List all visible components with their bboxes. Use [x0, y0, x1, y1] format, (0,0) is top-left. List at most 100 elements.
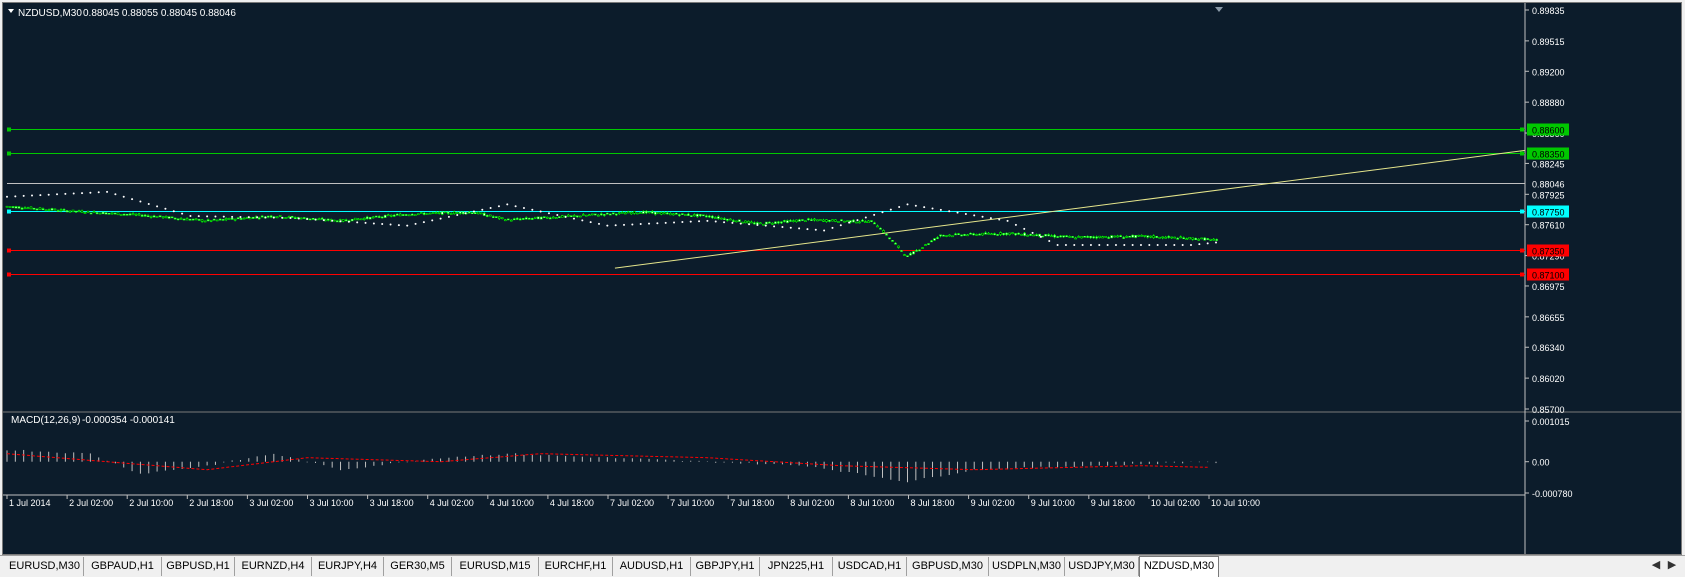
psar-dot [556, 214, 559, 217]
tab-usdjpy-m30[interactable]: USDJPY,M30 [1065, 557, 1139, 576]
tab-scroll-right-icon[interactable]: ▶ [1667, 559, 1677, 571]
candle-body [960, 234, 963, 237]
line-anchor[interactable] [7, 127, 11, 132]
tab-usdcad-h1[interactable]: USDCAD,H1 [833, 557, 907, 576]
tab-eurchf-h1[interactable]: EURCHF,H1 [539, 557, 613, 576]
line-anchor[interactable] [1520, 209, 1524, 214]
psar-dot [614, 224, 617, 227]
candle-body [1212, 238, 1215, 241]
trendline-segment[interactable] [614, 149, 1526, 269]
candle-body [1176, 238, 1179, 240]
candle-body [867, 220, 870, 223]
psar-dot [781, 226, 784, 229]
candle-body [128, 213, 132, 216]
psar-dot [47, 193, 50, 196]
tab-gbpusd-m30[interactable]: GBPUSD,M30 [907, 557, 989, 576]
candle-body [624, 212, 627, 215]
line-anchor[interactable] [1520, 248, 1524, 253]
price-axis-label: 0.86975 [1532, 282, 1565, 292]
price-line-label: 0.88350 [1532, 150, 1565, 160]
candle-body [777, 221, 780, 224]
candles [5, 205, 1218, 257]
macd-indicator [6, 449, 1217, 483]
candle-body [1077, 236, 1080, 238]
tab-scroll-left-icon[interactable]: ◀ [1651, 559, 1661, 571]
candle-body [173, 217, 177, 220]
tab-eurjpy-h4[interactable]: EURJPY,H4 [312, 557, 384, 576]
line-anchor[interactable] [7, 209, 11, 214]
price-line-label: 0.88600 [1532, 126, 1565, 136]
macd-label: MACD(12,26,9) [11, 415, 80, 426]
tab-ger30-m5[interactable]: GER30,M5 [384, 557, 452, 576]
tab-usdpln-m30[interactable]: USDPLN,M30 [989, 557, 1065, 576]
candle-body [648, 211, 651, 214]
line-anchor[interactable] [7, 272, 11, 277]
candle-body [858, 221, 861, 224]
psar-dot [89, 191, 92, 194]
candle-body [149, 215, 153, 218]
tab-gbpjpy-h1[interactable]: GBPJPY,H1 [691, 557, 760, 576]
candle-body [212, 218, 216, 221]
candle-body [131, 213, 135, 216]
line-anchor[interactable] [1520, 272, 1524, 277]
tab-gbpusd-h1[interactable]: GBPUSD,H1 [162, 557, 235, 576]
psar-dot [139, 200, 142, 203]
line-anchor[interactable] [7, 248, 11, 253]
psar-dot [731, 221, 734, 224]
tab-gbpaud-h1[interactable]: GBPAUD,H1 [84, 557, 162, 576]
psar-dot [1106, 243, 1109, 246]
time-axis-label: 7 Jul 18:00 [730, 498, 774, 508]
trendline[interactable] [614, 149, 1526, 269]
candle-body [567, 214, 570, 217]
candle-body [89, 212, 93, 215]
candle-body [5, 205, 9, 208]
candle-body [1053, 235, 1056, 238]
candle-body [762, 223, 765, 226]
candle-body [600, 213, 603, 216]
tab-eurusd-m30[interactable]: EURUSD,M30 [6, 557, 84, 576]
tab-eurusd-m15[interactable]: EURUSD,M15 [452, 557, 539, 576]
line-anchor[interactable] [1520, 127, 1524, 132]
tab-audusd-h1[interactable]: AUDUSD,H1 [613, 557, 691, 576]
psar-dot [272, 216, 275, 219]
candle-body [110, 212, 114, 215]
candle-body [455, 212, 459, 214]
collapse-triangle-icon[interactable] [8, 9, 14, 13]
candle-body [1113, 235, 1116, 238]
candle-body [597, 214, 600, 217]
horizontal-lines[interactable]: 0.88600 0.88350 0.88046 0.87750 0.87350 0.871… [7, 123, 1569, 281]
line-anchor[interactable] [1520, 151, 1524, 156]
candle-body [1152, 235, 1155, 238]
psar-dot [689, 220, 692, 223]
psar-dot [364, 221, 367, 224]
psar-dot [839, 224, 842, 227]
psar-dot [239, 215, 242, 218]
psar-dot [231, 215, 234, 218]
candle-body [672, 213, 675, 216]
line-anchor[interactable] [7, 151, 11, 156]
candle-body [350, 218, 354, 222]
price-chart[interactable]: NZDUSD,M30 0.88045 0.88055 0.88045 0.880… [3, 3, 1681, 554]
candle-body [479, 212, 483, 215]
tab-jpn225-h1[interactable]: JPN225,H1 [760, 557, 833, 576]
candle-body [657, 212, 660, 215]
candle-body [185, 218, 189, 221]
candle-body [1125, 236, 1128, 238]
time-axis-label: 3 Jul 02:00 [249, 498, 293, 508]
candle-body [527, 218, 531, 220]
candle-body [17, 206, 21, 209]
tab-nzdusd-m30[interactable]: NZDUSD,M30 [1139, 556, 1219, 577]
candle-body [461, 211, 465, 214]
candle-body [1209, 238, 1212, 241]
price-line-label-bg [1527, 123, 1569, 136]
candle-body [888, 237, 891, 240]
tab-eurnzd-h4[interactable]: EURNZD,H4 [235, 557, 312, 576]
time-axis-label: 7 Jul 02:00 [610, 498, 654, 508]
psar-dot [756, 223, 759, 226]
candle-body [780, 221, 783, 224]
candle-body [71, 209, 75, 213]
chart-shift-marker-icon[interactable] [1215, 7, 1223, 12]
candle-body [795, 219, 798, 223]
candle-body [645, 211, 648, 214]
psar-dot [739, 222, 742, 225]
